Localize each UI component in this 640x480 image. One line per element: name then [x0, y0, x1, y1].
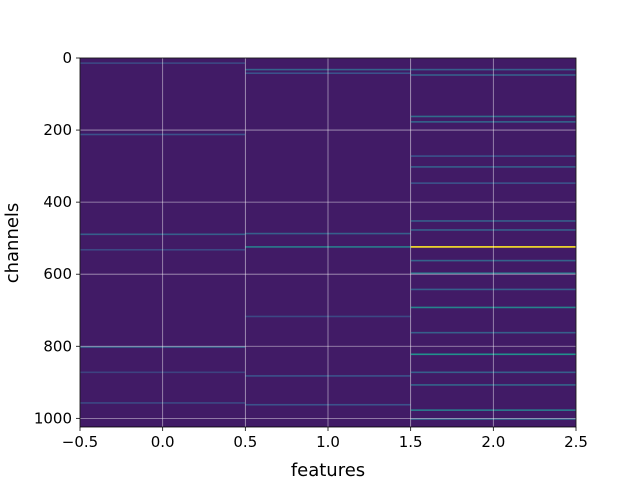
y-tick-label: 800 [43, 337, 72, 355]
x-tick-label: 2.5 [564, 433, 588, 451]
y-tick-label: 600 [43, 265, 72, 283]
y-tick-label: 400 [43, 193, 72, 211]
y-tick-label: 1000 [34, 409, 72, 427]
x-axis-ticks: −0.5 0.0 0.5 1.0 1.5 2.0 2.5 [62, 427, 588, 451]
x-tick-label: 2.0 [481, 433, 505, 451]
x-tick-label: 1.0 [316, 433, 340, 451]
x-tick-label: −0.5 [62, 433, 98, 451]
y-tick-label: 200 [43, 121, 72, 139]
y-axis-ticks: 0 200 400 600 800 1000 [34, 49, 80, 427]
x-tick-label: 0.0 [151, 433, 175, 451]
x-tick-label: 1.5 [399, 433, 423, 451]
y-axis-label: channels [2, 203, 23, 284]
x-axis-label: features [291, 460, 365, 480]
grid-lines [79, 57, 577, 427]
y-tick-label: 0 [62, 49, 72, 67]
x-tick-label: 0.5 [233, 433, 257, 451]
